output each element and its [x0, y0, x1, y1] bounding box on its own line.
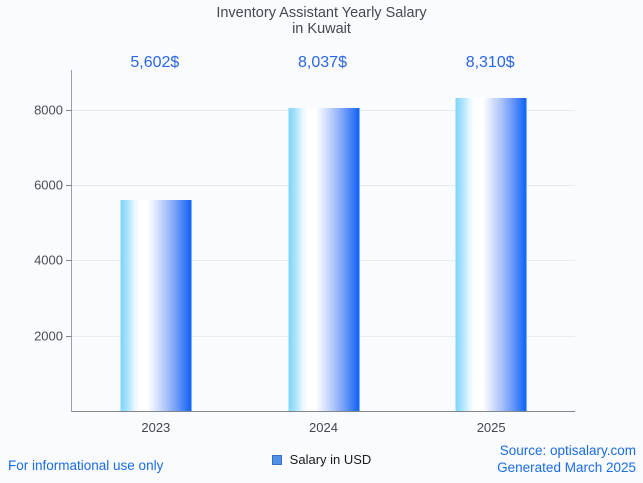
chart-title: Inventory Assistant Yearly Salary in Kuw…: [0, 5, 643, 37]
y-axis-tick: [66, 335, 72, 337]
bar-2024[interactable]: [288, 108, 359, 411]
y-axis-label: 8000: [34, 102, 63, 118]
bar-2023[interactable]: [120, 199, 192, 411]
y-axis-tick: [66, 260, 72, 262]
disclaimer-text: For informational use only: [8, 458, 164, 473]
chart-title-line1: Inventory Assistant Yearly Salary: [216, 5, 427, 21]
x-axis-label: 2023: [141, 420, 171, 435]
bar-value-label: 8,037$: [298, 54, 347, 71]
y-axis-label: 2000: [34, 328, 63, 344]
y-axis-label: 6000: [34, 177, 63, 193]
chart-title-line2: in Kuwait: [292, 21, 351, 37]
source-link[interactable]: Source: optisalary.com: [499, 443, 636, 458]
legend-swatch-icon: [271, 454, 282, 465]
bar-2025[interactable]: [455, 97, 527, 411]
y-axis-label: 4000: [34, 252, 63, 268]
source-block: Source: optisalary.com Generated March 2…: [497, 442, 636, 476]
x-axis-label: 2025: [476, 420, 506, 435]
y-axis-tick: [66, 184, 72, 186]
x-axis-label: 2024: [309, 420, 338, 435]
y-axis-tick: [66, 109, 72, 111]
plot-area: 2000 4000 6000 8000 2023 2024 2025: [34, 70, 575, 435]
generated-date: Generated March 2025: [497, 460, 636, 475]
bar-value-label: 5,602$: [130, 54, 180, 71]
bar-value-label: 8,310$: [465, 54, 515, 71]
chart-legend[interactable]: Salary in USD: [0, 452, 643, 467]
legend-label: Salary in USD: [289, 452, 372, 467]
